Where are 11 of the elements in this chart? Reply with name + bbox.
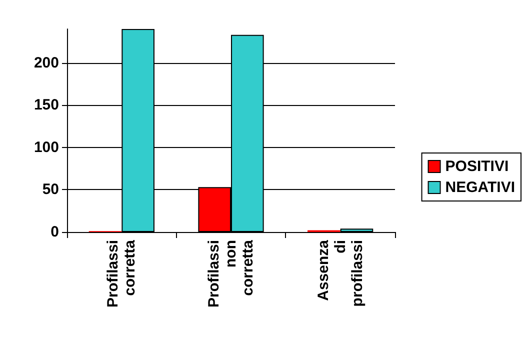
bar <box>340 228 374 232</box>
x-tick-label: Profilassi non corretta <box>206 239 256 308</box>
y-tick-label: 200 <box>34 54 59 72</box>
y-tick-label: 0 <box>50 224 59 240</box>
legend-label: NEGATIVI <box>445 179 516 196</box>
legend-label: POSITIVI <box>445 158 509 175</box>
x-tick-label: Assenza di profilassi <box>314 239 366 307</box>
y-tick-label: 50 <box>42 181 59 198</box>
x-tick-label: Profilassi corretta <box>104 239 139 308</box>
y-tick-label: 150 <box>34 96 59 114</box>
y-tick-label: 100 <box>34 138 59 156</box>
